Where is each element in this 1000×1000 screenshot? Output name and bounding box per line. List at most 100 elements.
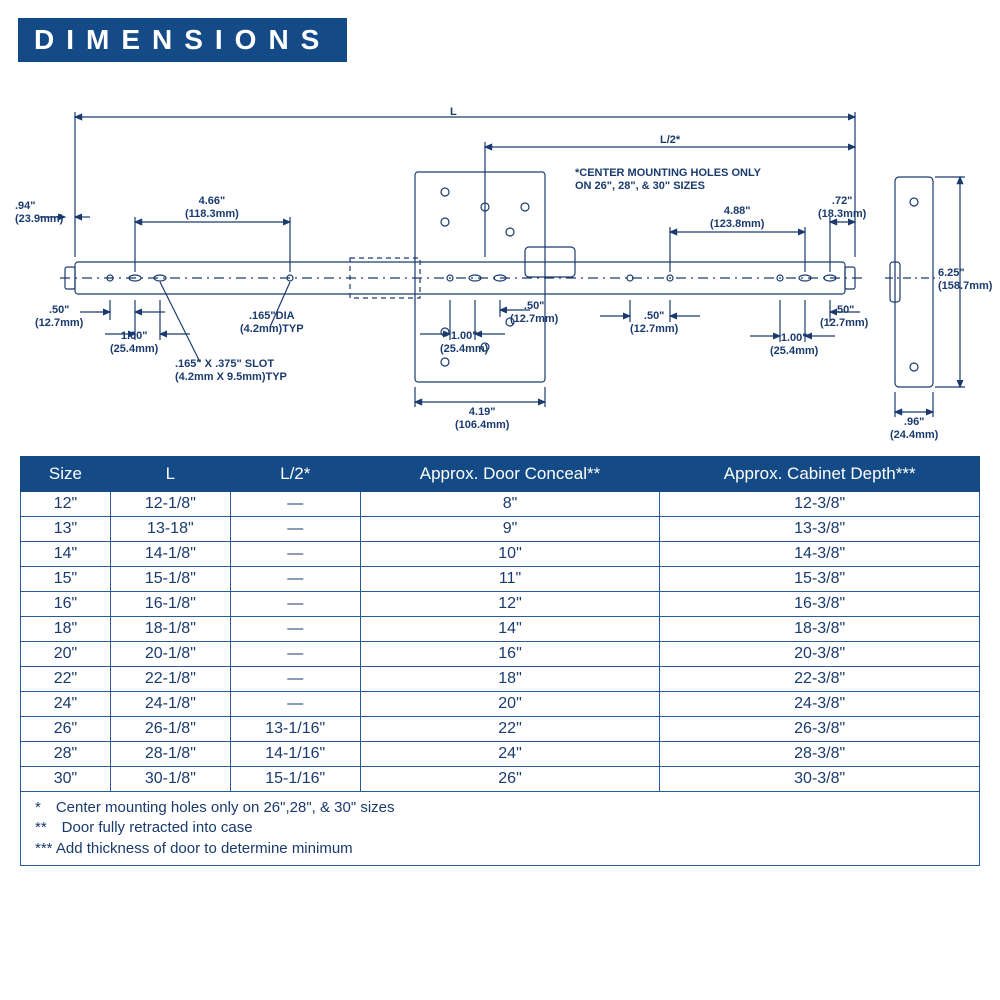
table-cell: 26": [360, 767, 660, 792]
table-cell: 14-3/8": [660, 542, 980, 567]
table-header-row: Size L L/2* Approx. Door Conceal** Appro…: [21, 457, 980, 492]
dim-72: .72" (18.3mm): [818, 195, 866, 220]
note-3: *** Add thickness of door to determine m…: [35, 839, 965, 859]
dim-100b: 1.00" (25.4mm): [440, 330, 488, 355]
table-cell: 24-3/8": [660, 692, 980, 717]
table-cell: 24": [360, 742, 660, 767]
table-cell: 26-3/8": [660, 717, 980, 742]
technical-diagram: L L/2* *CENTER MOUNTING HOLES ONLY ON 26…: [20, 72, 980, 442]
dim-50d: .50" (12.7mm): [820, 304, 868, 329]
col-cd: Approx. Cabinet Depth***: [660, 457, 980, 492]
table-row: 22"22-1/8"—18"22-3/8": [21, 667, 980, 692]
table-row: 16"16-1/8"—12"16-3/8": [21, 592, 980, 617]
note-2: ** Door fully retracted into case: [35, 818, 965, 838]
table-cell: 24": [21, 692, 111, 717]
table-cell: 13-18": [110, 517, 230, 542]
dim-466: 4.66" (118.3mm): [185, 195, 239, 220]
table-cell: 15-3/8": [660, 567, 980, 592]
dim-419: 4.19" (106.4mm): [455, 406, 509, 431]
table-cell: 14": [360, 617, 660, 642]
table-cell: 28-3/8": [660, 742, 980, 767]
table-cell: 28": [21, 742, 111, 767]
table-row: 13"13-18"—9"13-3/8": [21, 517, 980, 542]
table-cell: 12-1/8": [110, 492, 230, 517]
table-cell: 8": [360, 492, 660, 517]
table-row: 18"18-1/8"—14"18-3/8": [21, 617, 980, 642]
table-cell: 22-3/8": [660, 667, 980, 692]
table-cell: 22": [360, 717, 660, 742]
table-cell: 12": [21, 492, 111, 517]
table-row: 14"14-1/8"—10"14-3/8": [21, 542, 980, 567]
table-cell: 16-1/8": [110, 592, 230, 617]
table-cell: —: [230, 567, 360, 592]
table-cell: 13-3/8": [660, 517, 980, 542]
table-cell: 13": [21, 517, 111, 542]
col-l: L: [110, 457, 230, 492]
dim-625: 6.25" (158.7mm): [938, 267, 992, 292]
table-cell: 18-1/8": [110, 617, 230, 642]
table-cell: 20-1/8": [110, 642, 230, 667]
table-cell: 16-3/8": [660, 592, 980, 617]
table-notes: * Center mounting holes only on 26",28",…: [20, 792, 980, 866]
dim-L: L: [450, 106, 457, 119]
dim-slot: .165" X .375" SLOT (4.2mm X 9.5mm)TYP: [175, 358, 287, 383]
table-cell: —: [230, 617, 360, 642]
col-l2: L/2*: [230, 457, 360, 492]
table-cell: 16": [360, 642, 660, 667]
table-row: 30"30-1/8"15-1/16"26"30-3/8": [21, 767, 980, 792]
section-title: DIMENSIONS: [18, 18, 347, 62]
table-cell: 26-1/8": [110, 717, 230, 742]
table-cell: 9": [360, 517, 660, 542]
table-cell: 30-1/8": [110, 767, 230, 792]
table-row: 28"28-1/8"14-1/16"24"28-3/8": [21, 742, 980, 767]
table-cell: —: [230, 492, 360, 517]
table-cell: 30-3/8": [660, 767, 980, 792]
table-cell: —: [230, 517, 360, 542]
dim-488: 4.88" (123.8mm): [710, 205, 764, 230]
dimensions-table: Size L L/2* Approx. Door Conceal** Appro…: [20, 456, 980, 792]
table-cell: 12": [360, 592, 660, 617]
table-cell: 14": [21, 542, 111, 567]
dim-100a: 1.00" (25.4mm): [110, 330, 158, 355]
dim-94: .94" (23.9mm): [15, 200, 63, 225]
table-cell: 30": [21, 767, 111, 792]
dim-L2: L/2*: [660, 134, 680, 147]
table-cell: 10": [360, 542, 660, 567]
table-cell: 14-1/16": [230, 742, 360, 767]
col-dc: Approx. Door Conceal**: [360, 457, 660, 492]
table-cell: 18-3/8": [660, 617, 980, 642]
table-row: 24"24-1/8"—20"24-3/8": [21, 692, 980, 717]
table-cell: 12-3/8": [660, 492, 980, 517]
table-cell: —: [230, 592, 360, 617]
table-cell: —: [230, 692, 360, 717]
dim-100c: 1.00" (25.4mm): [770, 332, 818, 357]
col-size: Size: [21, 457, 111, 492]
center-note: *CENTER MOUNTING HOLES ONLY ON 26", 28",…: [575, 167, 761, 192]
table-cell: 18": [21, 617, 111, 642]
table-cell: 26": [21, 717, 111, 742]
table-cell: 20": [21, 642, 111, 667]
dim-50c: .50" (12.7mm): [630, 310, 678, 335]
table-cell: 18": [360, 667, 660, 692]
note-1: * Center mounting holes only on 26",28",…: [35, 798, 965, 818]
dim-165dia: .165"DIA (4.2mm)TYP: [240, 310, 304, 335]
table-row: 15"15-1/8"—11"15-3/8": [21, 567, 980, 592]
table-cell: 11": [360, 567, 660, 592]
table-row: 12"12-1/8"—8"12-3/8": [21, 492, 980, 517]
table-cell: 16": [21, 592, 111, 617]
table-cell: —: [230, 642, 360, 667]
table-cell: 20-3/8": [660, 642, 980, 667]
table-cell: 14-1/8": [110, 542, 230, 567]
table-cell: 22-1/8": [110, 667, 230, 692]
table-cell: 28-1/8": [110, 742, 230, 767]
table-cell: 22": [21, 667, 111, 692]
table-cell: 15-1/8": [110, 567, 230, 592]
table-cell: —: [230, 667, 360, 692]
table-cell: 15-1/16": [230, 767, 360, 792]
table-row: 26"26-1/8"13-1/16"22"26-3/8": [21, 717, 980, 742]
table-cell: 24-1/8": [110, 692, 230, 717]
dim-50a: .50" (12.7mm): [35, 304, 83, 329]
table-cell: —: [230, 542, 360, 567]
table-cell: 20": [360, 692, 660, 717]
dim-96: .96" (24.4mm): [890, 416, 938, 441]
